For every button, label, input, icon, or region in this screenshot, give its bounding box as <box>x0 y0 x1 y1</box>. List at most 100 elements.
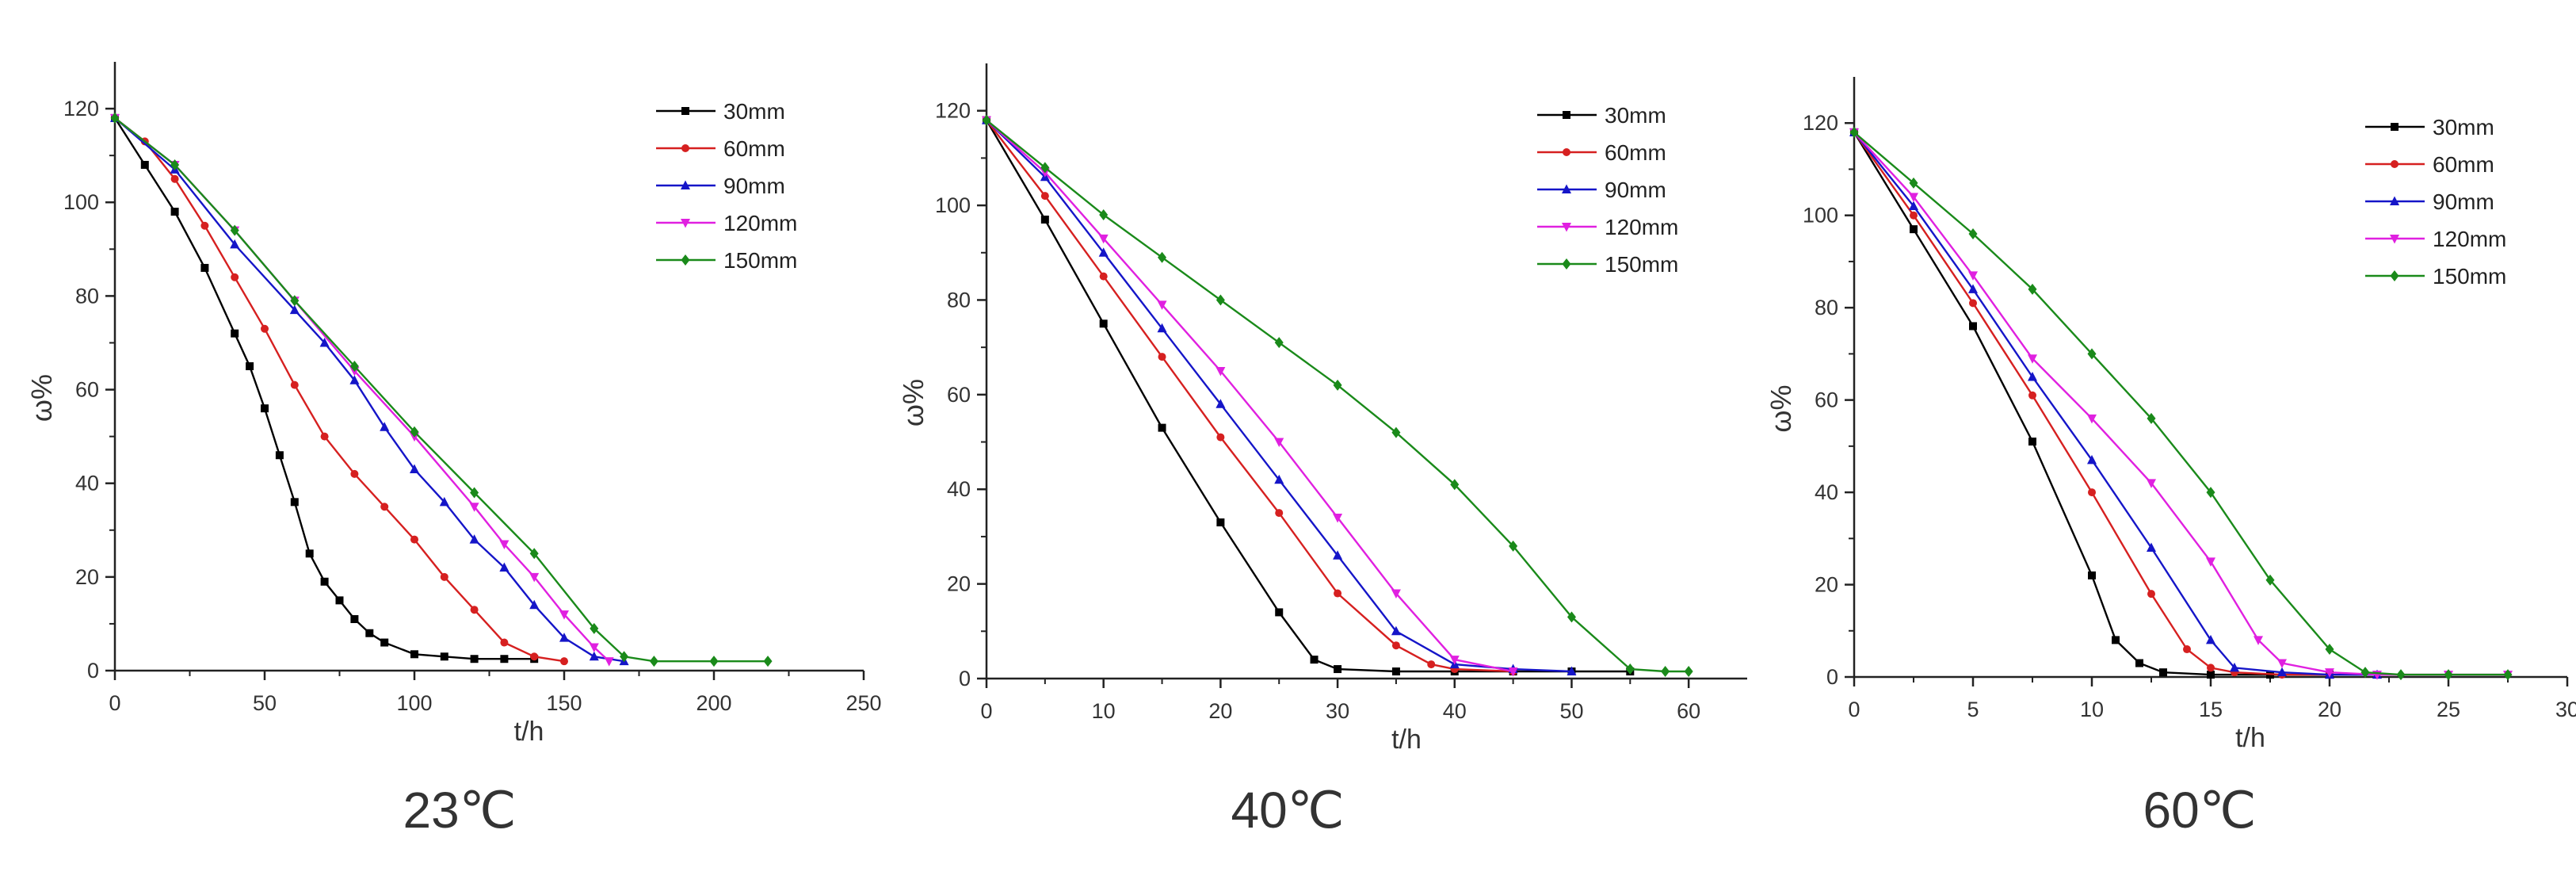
chart-2-point-60mm <box>1040 192 1049 201</box>
chart-3-series-60mm <box>1850 128 2334 679</box>
chart-1-point-150mm <box>110 112 120 124</box>
chart-1-point-150mm <box>170 159 180 170</box>
chart-2-point-150mm <box>982 114 991 126</box>
chart-3-x-tick-label: 20 <box>2318 698 2341 721</box>
chart-1-point-30mm <box>365 629 374 637</box>
chart-1-series-30mm <box>111 113 539 663</box>
chart-1-legend-label: 60mm <box>723 136 785 161</box>
chart-1-point-150mm <box>763 656 773 667</box>
chart-3-point-90mm <box>2028 372 2037 381</box>
chart-3-point-150mm <box>1849 126 1859 138</box>
chart-2-point-150mm <box>1391 426 1401 438</box>
chart-2-point-30mm <box>1310 656 1319 664</box>
chart-3-legend-marker-30mm <box>2391 123 2399 131</box>
chart-3-point-120mm <box>1968 271 1978 281</box>
chart-2-point-150mm <box>1625 663 1635 675</box>
chart-2-point-30mm <box>1216 518 1225 527</box>
chart-2-point-120mm <box>1449 656 1460 665</box>
chart-3-point-30mm <box>1910 225 1918 234</box>
chart-3-point-120mm <box>2147 479 2156 488</box>
chart-1-point-60mm <box>170 174 179 183</box>
chart-2-line-120mm <box>986 119 1513 673</box>
chart-1-point-150mm <box>529 548 539 560</box>
chart-2-point-30mm <box>1040 215 1049 224</box>
chart-3-legend-marker-150mm <box>2390 270 2399 281</box>
chart-2-point-90mm <box>1215 399 1226 408</box>
chart-3-point-30mm <box>2088 571 2096 579</box>
chart-3-y-tick-label: 20 <box>1815 573 1838 597</box>
chart-3-legend-label: 150mm <box>2433 264 2506 289</box>
chart-2-point-60mm <box>1158 353 1166 361</box>
chart-3-y-tick-label: 40 <box>1815 480 1838 504</box>
chart-2-legend-marker-120mm <box>1562 223 1571 232</box>
chart-2-point-90mm <box>1567 666 1577 676</box>
chart-1-point-90mm <box>230 239 240 249</box>
chart-3-point-30mm <box>2135 659 2143 667</box>
chart-2-point-120mm <box>1391 589 1401 599</box>
chart-3-point-30mm <box>2028 438 2036 446</box>
chart-2-point-150mm <box>1099 209 1109 221</box>
chart-2-point-150mm <box>1040 162 1050 174</box>
chart-1-point-60mm <box>231 273 239 281</box>
chart-1-point-30mm <box>410 650 418 659</box>
chart-1-point-30mm <box>290 498 299 507</box>
chart-2-point-60mm <box>1391 641 1400 650</box>
chart-2-point-90mm <box>1391 625 1401 636</box>
chart-3-point-90mm <box>2147 542 2156 552</box>
chart-2-y-tick-label: 120 <box>935 99 971 123</box>
chart-3-point-150mm <box>2147 412 2156 424</box>
chart-2-point-150mm <box>1684 666 1693 678</box>
chart-3-legend-label: 90mm <box>2433 189 2494 214</box>
chart-1-point-30mm <box>246 362 254 370</box>
chart-2-point-30mm <box>1275 608 1284 617</box>
chart-1-point-30mm <box>440 652 448 661</box>
chart-1-legend-label: 120mm <box>723 211 797 235</box>
chart-2-point-120mm <box>1508 667 1518 677</box>
chart-1-point-150mm <box>470 487 479 499</box>
chart-1-y-tick-label: 120 <box>63 97 99 120</box>
chart-2-point-30mm <box>1099 319 1108 328</box>
chart-1-point-150mm <box>709 656 719 667</box>
chart-3-point-150mm <box>2028 283 2037 295</box>
chart-1-line-90mm <box>114 117 624 663</box>
chart-3-legend-marker-90mm <box>2390 196 2399 205</box>
chart-1-point-30mm <box>320 577 329 586</box>
chart-2-point-60mm <box>1099 272 1108 281</box>
chart-2-x-tick-label: 0 <box>980 699 992 723</box>
chart-1-point-60mm <box>530 652 539 661</box>
chart-1-point-150mm <box>649 656 658 667</box>
chart-1-point-60mm <box>320 432 329 441</box>
chart-1-series-90mm <box>110 113 629 666</box>
chart-3-x-tick-label: 25 <box>2437 698 2460 721</box>
chart-1-point-60mm <box>500 638 509 647</box>
chart-1-point-30mm <box>140 160 149 169</box>
chart-1-legend-marker-90mm <box>681 180 690 189</box>
chart-3-point-120mm <box>2325 668 2334 678</box>
chart-1-point-150mm <box>620 651 629 663</box>
chart-3-point-90mm <box>2277 667 2287 677</box>
chart-3-point-30mm <box>2159 668 2167 677</box>
chart-3-x-tick-label: 5 <box>1967 698 1979 721</box>
chart-2-point-90mm <box>1157 323 1167 333</box>
chart-3-x-tick-label: 0 <box>1848 698 1860 721</box>
chart-3-point-90mm <box>2230 662 2239 672</box>
chart-1-point-90mm <box>499 562 509 572</box>
chart-3-point-120mm <box>2254 636 2263 645</box>
chart-3-y-tick-label: 60 <box>1815 388 1838 412</box>
chart-1-legend-marker-120mm <box>681 219 690 228</box>
chart-3-point-120mm <box>2028 354 2037 364</box>
chart-1-y-tick-label: 20 <box>75 565 99 589</box>
chart-1-legend-marker-150mm <box>681 254 690 266</box>
chart-1-point-90mm <box>319 337 330 347</box>
chart-3-point-150mm <box>2087 348 2097 360</box>
chart-2-legend-marker-90mm <box>1562 184 1571 193</box>
chart-2-y-tick-label: 100 <box>935 193 971 217</box>
chart-3-point-60mm <box>1910 211 1918 220</box>
chart-2-legend-label: 150mm <box>1605 252 1678 277</box>
chart-1-point-60mm <box>410 535 418 544</box>
chart-3-legend-label: 60mm <box>2433 152 2494 177</box>
chart-1-point-90mm <box>349 375 360 384</box>
chart-3-point-150mm <box>2503 669 2513 681</box>
chart-1-y-tick-label: 60 <box>75 378 99 402</box>
